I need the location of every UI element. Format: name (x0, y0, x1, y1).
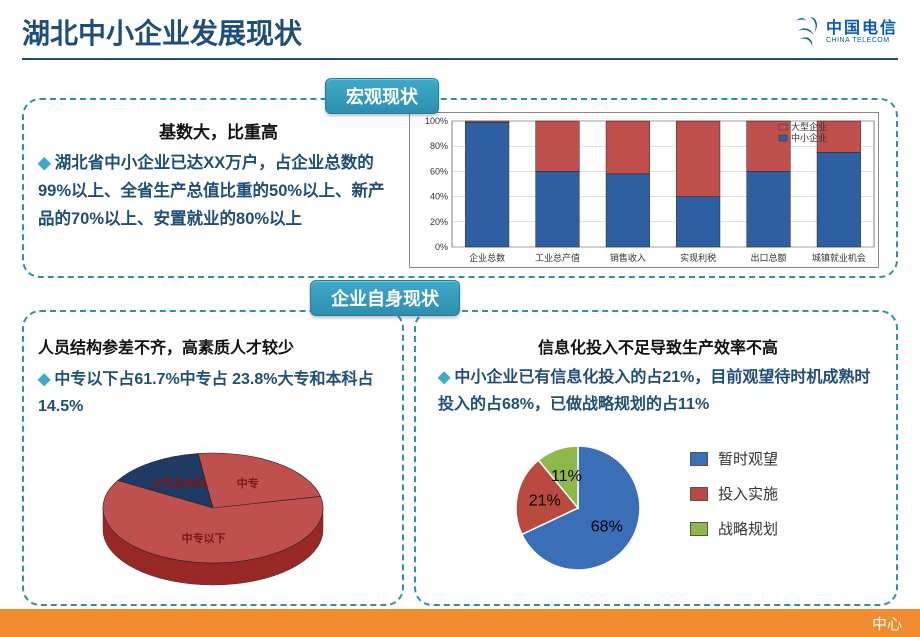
svg-text:工业总产值: 工业总产值 (535, 252, 580, 263)
logo-en: CHINA TELECOM (826, 37, 898, 44)
title-underline (22, 58, 898, 60)
info-body: ◆中小企业已有信息化投入的占21%，目前观望待时机成熟时投入的占68%，已做战略… (438, 364, 878, 418)
svg-text:大型企业: 大型企业 (791, 121, 827, 132)
info-title: 信息化投入不足导致生产效率不高 (438, 334, 878, 358)
svg-text:100%: 100% (425, 116, 448, 126)
header: 湖北中小企业发展现状 中国电信 CHINA TELECOM (0, 0, 920, 58)
macro-body: ◆湖北省中小企业已达XX万户，占企业总数的99%以上、全省生产总值比重的50%以… (38, 149, 399, 233)
personnel-body-text: 中专以下占61.7%中专占 23.8%大专和本科占14.5% (38, 371, 374, 415)
badge-macro: 宏观现状 (325, 78, 439, 114)
box-informatization: 信息化投入不足导致生产效率不高 ◆中小企业已有信息化投入的占21%，目前观望待时… (414, 310, 898, 606)
svg-text:实现利税: 实现利税 (680, 252, 716, 263)
legend-label: 投入实施 (718, 483, 778, 504)
svg-text:80%: 80% (430, 141, 448, 151)
svg-text:0%: 0% (435, 242, 448, 252)
info-pie-chart: 68% 21% 11% (438, 428, 678, 593)
macro-text-panel: 基数大，比重高 ◆湖北省中小企业已达XX万户，占企业总数的99%以上、全省生产总… (24, 100, 409, 276)
legend-label: 暂时观望 (718, 448, 778, 469)
info-body-text: 中小企业已有信息化投入的占21%，目前观望待时机成熟时投入的占68%，已做战略规… (438, 369, 870, 413)
macro-subtitle: 基数大，比重高 (38, 118, 399, 143)
legend-item: 暂时观望 (690, 448, 778, 469)
legend-label: 战略规划 (718, 518, 778, 539)
personnel-title: 人员结构参差不齐，高素质人才较少 (38, 334, 388, 358)
box-macro: 基数大，比重高 ◆湖北省中小企业已达XX万户，占企业总数的99%以上、全省生产总… (22, 98, 898, 278)
diamond-bullet-icon: ◆ (38, 154, 51, 172)
svg-text:21%: 21% (529, 493, 561, 510)
legend-item: 投入实施 (690, 483, 778, 504)
svg-text:20%: 20% (430, 217, 448, 227)
svg-text:企业总数: 企业总数 (469, 252, 505, 263)
legend-swatch (690, 487, 708, 501)
svg-text:中专: 中专 (237, 477, 259, 491)
svg-text:城镇就业机会: 城镇就业机会 (812, 252, 866, 263)
logo-text: 中国电信 CHINA TELECOM (826, 21, 898, 44)
svg-text:中小企业: 中小企业 (791, 132, 827, 143)
diamond-bullet-icon: ◆ (38, 371, 50, 388)
footer-text: 中心 (872, 613, 902, 634)
svg-text:中专以下: 中专以下 (182, 531, 226, 545)
page-title: 湖北中小企业发展现状 (22, 12, 302, 52)
svg-text:60%: 60% (430, 166, 448, 176)
personnel-pie-chart: 大专及本科 中专中专以下 (38, 428, 388, 603)
legend-swatch (690, 522, 708, 536)
telecom-logo-icon (792, 15, 822, 49)
svg-text:销售收入: 销售收入 (610, 252, 646, 263)
personnel-body: ◆中专以下占61.7%中专占 23.8%大专和本科占14.5% (38, 366, 388, 420)
logo-cn: 中国电信 (826, 21, 898, 37)
svg-text:40%: 40% (430, 192, 448, 202)
svg-text:大专及本科: 大专及本科 (152, 476, 207, 490)
info-pie-legend: 暂时观望投入实施战略规划 (690, 448, 778, 539)
footer-bar: 中心 (0, 609, 920, 637)
diamond-bullet-icon: ◆ (438, 369, 450, 386)
box-personnel: 人员结构参差不齐，高素质人才较少 ◆中专以下占61.7%中专占 23.8%大专和… (22, 310, 404, 606)
macro-body-text: 湖北省中小企业已达XX万户，占企业总数的99%以上、全省生产总值比重的50%以上… (38, 154, 385, 228)
svg-text:出口总额: 出口总额 (750, 252, 786, 263)
badge-self: 企业自身现状 (310, 280, 460, 316)
stacked-bar-chart: 0% 20% 40% 60% 80% 100% 企业总数 工业总产值 销售收入 实现利税 出口总额 城… (409, 100, 896, 276)
svg-text:11%: 11% (551, 468, 582, 485)
logo: 中国电信 CHINA TELECOM (792, 15, 898, 49)
legend-item: 战略规划 (690, 518, 778, 539)
legend-swatch (690, 452, 708, 466)
svg-text:68%: 68% (591, 519, 623, 536)
